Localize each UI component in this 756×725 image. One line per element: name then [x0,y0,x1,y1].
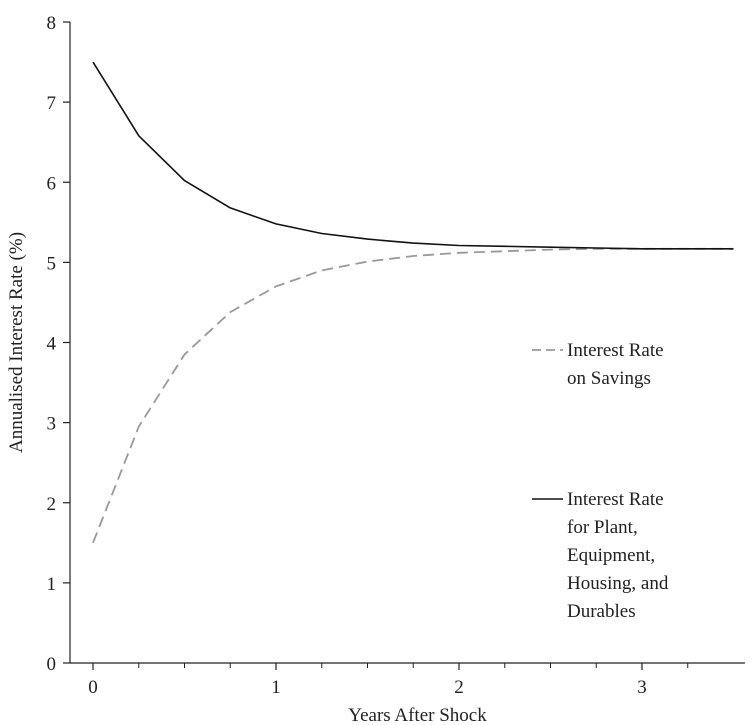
y-tick-label: 4 [47,334,57,355]
y-axis-title: Annualised Interest Rate (%) [6,232,27,453]
legend-label-savings: on Savings [567,368,651,389]
y-tick-label: 6 [47,173,57,194]
y-tick-label: 1 [47,574,57,595]
x-tick-label: 3 [637,677,647,698]
legend: Interest Rate on Savings Interest Rate for … [532,340,669,622]
x-tick-label: 0 [88,677,98,698]
y-tick-label: 5 [47,253,57,274]
legend-label-plant: for Plant, [567,517,638,538]
x-tick-label: 1 [271,677,281,698]
series-line-plant [92,61,734,250]
series-line-savings [92,247,734,544]
legend-label-plant: Durables [567,601,636,622]
legend-label-plant: Housing, and [567,573,669,594]
legend-label-plant: Equipment, [567,545,655,566]
x-axis-title: Years After Shock [348,705,487,725]
x-tick-label: 2 [454,677,464,698]
y-tick-label: 8 [47,13,57,34]
y-ticks: 0 1 2 3 4 5 6 7 8 [47,13,70,675]
plot-lines [92,61,734,544]
x-ticks: 0 1 2 3 [88,663,689,698]
y-tick-label: 0 [47,654,57,675]
legend-label-savings: Interest Rate [567,340,664,361]
y-tick-label: 2 [47,494,57,515]
y-tick-label: 7 [47,93,57,114]
legend-label-plant: Interest Rate [567,489,664,510]
y-tick-label: 3 [47,414,57,435]
